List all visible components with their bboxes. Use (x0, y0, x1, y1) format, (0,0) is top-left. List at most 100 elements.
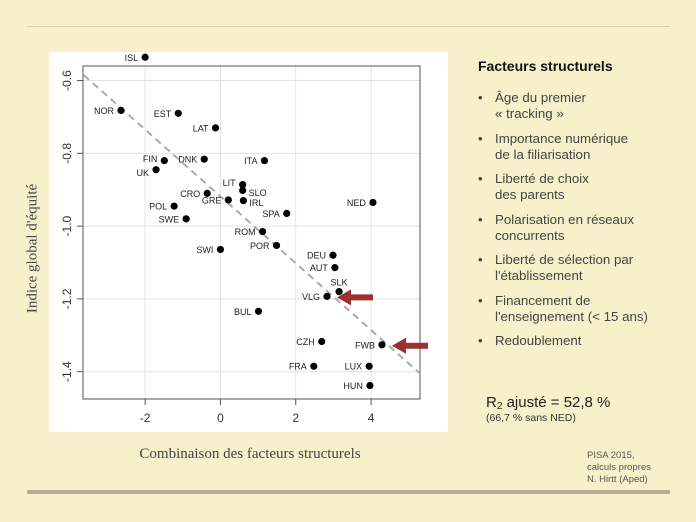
point-label: GRE (202, 195, 222, 205)
data-point-swi (216, 245, 225, 254)
data-point-swe (182, 215, 190, 223)
point-label: EST (154, 109, 172, 119)
bottom-divider (460, 490, 670, 494)
source-line: PISA 2015, (587, 450, 635, 461)
r2-symbol: R (486, 394, 497, 411)
data-point-uk (152, 166, 160, 174)
factor-item: Âge du premier« tracking » (478, 90, 688, 122)
point-label: FRA (289, 362, 307, 372)
data-point-fra (310, 362, 318, 370)
data-point-deu (329, 251, 337, 259)
point-label: LUX (345, 362, 363, 372)
plot-frame (82, 65, 421, 400)
source-line: calculs propres (587, 462, 651, 473)
factor-text: « tracking » (495, 106, 564, 121)
y-tick-label: -0.6 (60, 70, 74, 91)
point-label: POL (149, 202, 167, 212)
factor-text: l'enseignement (< 15 ans) (495, 308, 648, 324)
data-point-nor (117, 106, 125, 114)
point-label: SWI (196, 245, 213, 255)
r2-note: (66,7 % sans NED) (486, 412, 576, 424)
point-label: HUN (343, 381, 363, 391)
data-point-dnk (200, 155, 208, 163)
data-point-irl (239, 197, 248, 205)
point-label: BUL (234, 307, 252, 317)
factor-text: Liberté de choix (495, 171, 589, 186)
point-label: VLG (302, 292, 320, 302)
data-point-isl (141, 53, 149, 61)
point-label: ITA (244, 156, 257, 166)
arrow-icon (391, 337, 428, 354)
factor-text: Liberté de sélection par (495, 252, 634, 267)
x-tick-label: -2 (140, 411, 151, 425)
data-point-spa (283, 209, 291, 217)
factor-text: l'établissement (495, 268, 583, 283)
data-point-czh (318, 337, 326, 346)
factors-panel: Facteurs structurels Âge du premier« tra… (478, 58, 688, 358)
chart-panel (49, 52, 448, 432)
y-tick-label: -1.4 (60, 361, 74, 382)
point-label: SPA (262, 209, 279, 219)
factor-item: Financement del'enseignement (< 15 ans) (478, 293, 688, 325)
factor-text: concurrents (495, 227, 565, 243)
data-point-slo (239, 186, 247, 195)
data-point-pol (170, 202, 178, 210)
data-point-lit (239, 181, 247, 189)
point-label: FIN (143, 154, 158, 164)
point-label: CRO (180, 189, 200, 199)
data-point-est (174, 109, 182, 117)
y-tick-label: -1.2 (60, 288, 74, 309)
data-point-slk (335, 288, 343, 296)
y-axis-label: Indice global d'équité (24, 183, 41, 314)
x-tick-label: 0 (217, 411, 224, 425)
data-point-por (272, 241, 281, 250)
factor-text: de la filiarisation (495, 146, 591, 162)
point-label: LIT (223, 178, 237, 188)
r2-stat: R2 ajusté = 52,8 % (486, 394, 610, 412)
factor-text: Financement de (495, 292, 591, 308)
point-label: FWB (355, 340, 375, 350)
data-point-bul (254, 307, 263, 315)
point-label: NOR (94, 106, 115, 116)
point-label: UK (137, 168, 150, 178)
factor-text: Polarisation en réseaux (495, 211, 634, 227)
point-label: SWE (159, 214, 180, 224)
point-label: SLK (331, 278, 348, 288)
factor-text: Importance numérique (495, 130, 629, 146)
x-tick-label: 2 (292, 411, 299, 425)
data-point-fwb (378, 341, 386, 349)
data-point-hun (366, 381, 374, 390)
data-point-ita (260, 157, 269, 165)
point-label: SLO (249, 188, 267, 198)
point-label: POR (250, 241, 270, 251)
arrow-icon (336, 289, 373, 306)
regression-line (83, 74, 420, 374)
factors-title: Facteurs structurels (478, 58, 613, 74)
data-point-lat (211, 124, 220, 132)
point-label: NED (347, 198, 367, 208)
y-tick-label: -0.8 (60, 143, 74, 164)
data-point-gre (224, 196, 232, 204)
point-label: DNK (178, 155, 197, 165)
point-label: LAT (193, 123, 209, 133)
data-point-lux (365, 362, 373, 370)
y-tick-label: -1.0 (60, 215, 74, 236)
factor-item: Redoublement (478, 333, 688, 349)
point-label: CZH (296, 337, 315, 347)
data-point-fin (160, 157, 168, 165)
data-point-vlg (323, 292, 331, 300)
x-axis-label: Combinaison des facteurs structurels (139, 446, 361, 462)
factor-text: Âge du premier (495, 90, 586, 105)
data-point-ned (369, 198, 377, 207)
source-note: PISA 2015, calculs propres N. Hirtt (Ape… (587, 450, 651, 486)
r2-value: ajusté = 52,8 % (502, 394, 611, 411)
factor-text: Redoublement (495, 333, 582, 348)
bottom-divider (210, 490, 460, 494)
point-label: IRL (249, 198, 263, 208)
bottom-divider (27, 490, 210, 494)
factors-list: Âge du premier« tracking » Importance num… (478, 90, 688, 349)
